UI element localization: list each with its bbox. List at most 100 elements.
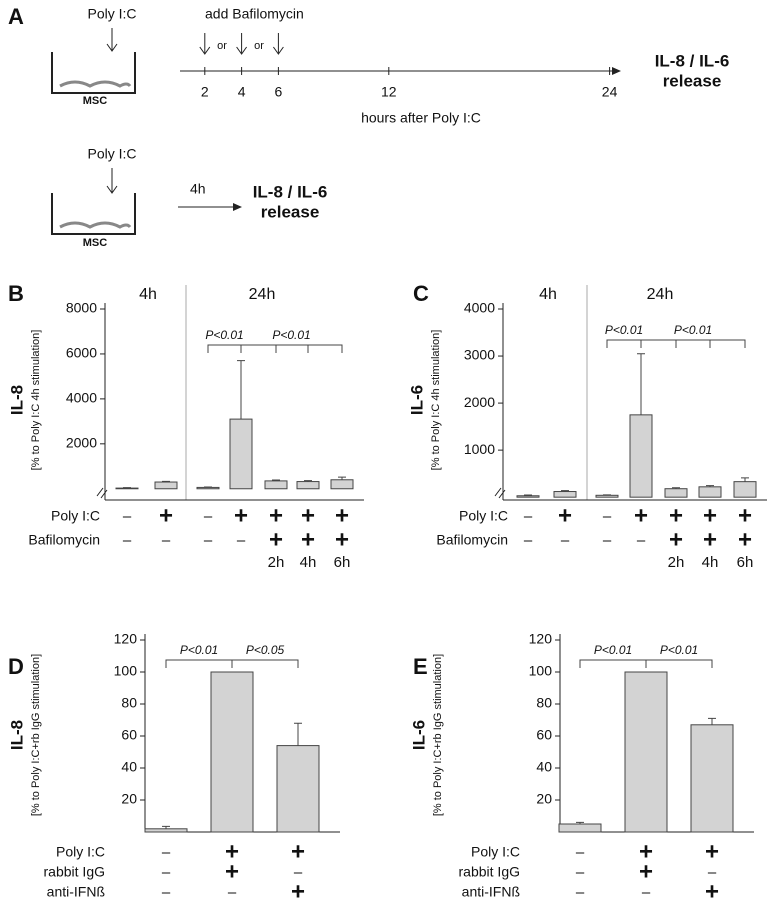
bar — [210, 671, 254, 833]
treatment-value: 6h — [334, 554, 351, 571]
error-bar — [706, 485, 714, 487]
y-axis-title: IL-6 — [407, 385, 426, 415]
treatment-label: Poly I:C — [51, 508, 100, 524]
significance-bracket — [165, 659, 233, 668]
arrow-head — [612, 67, 621, 75]
treatment-value: – — [162, 844, 171, 861]
significance-label: P<0.01 — [205, 328, 243, 342]
bar — [558, 823, 602, 833]
treatment-value: – — [204, 532, 213, 549]
arrow-head — [106, 43, 118, 52]
error-bar — [162, 825, 170, 829]
significance-label: P<0.05 — [246, 643, 285, 657]
treatment: add Bafilomycin — [205, 6, 304, 22]
treatment-label: Poly I:C — [56, 844, 105, 860]
y-tick-label: 1000 — [464, 441, 495, 457]
y-axis-title: IL-8 — [7, 720, 26, 750]
treatment-value: + — [634, 502, 648, 529]
panel-label: A — [8, 4, 24, 29]
y-tick-label: 80 — [121, 695, 137, 711]
y-tick-label: 60 — [536, 727, 552, 743]
treatment-value: + — [639, 858, 653, 885]
cells-label: MSC — [83, 237, 108, 249]
treatment-value: 2h — [668, 554, 685, 571]
y-axis-title: IL-6 — [409, 720, 428, 750]
y-tick-label: 4000 — [464, 300, 495, 316]
treatment-label: rabbit IgG — [44, 864, 105, 880]
treatment-value: – — [237, 532, 246, 549]
time-tick-label: 24 — [602, 84, 618, 100]
x-label: hours after Poly I:C — [361, 110, 481, 126]
panel-a: A Poly I:C MSC add Bafilomycin or or hou… — [8, 4, 729, 249]
error-bar — [294, 722, 302, 746]
error-bar — [741, 477, 749, 482]
or: or — [254, 40, 264, 52]
treatment-value: + — [301, 526, 315, 553]
treatment-value: + — [558, 502, 572, 529]
bar — [296, 481, 320, 490]
axis-break — [494, 487, 506, 499]
significance-bracket — [207, 344, 242, 353]
treatment-label: rabbit IgG — [459, 864, 520, 880]
error-bar — [272, 479, 280, 481]
y-tick-label: 120 — [529, 631, 553, 647]
significance-bracket — [645, 659, 713, 668]
treatment-value: + — [738, 502, 752, 529]
arrow-head — [233, 203, 242, 211]
treatment-value: – — [642, 884, 651, 900]
bar — [229, 418, 253, 490]
treatment-value: – — [162, 532, 171, 549]
bar — [154, 481, 178, 490]
time-tick-label: 2 — [201, 84, 209, 100]
error-bar — [708, 717, 716, 725]
treatment-value: – — [603, 508, 612, 525]
error-bar — [672, 487, 680, 489]
treatment-value: – — [204, 508, 213, 525]
bar — [516, 495, 540, 498]
error-bar — [304, 480, 312, 482]
treatment-value: – — [123, 508, 132, 525]
panel-label: B — [8, 281, 24, 306]
treatment-value: 4h — [702, 554, 719, 571]
y-tick-label: 40 — [121, 759, 137, 775]
bar — [144, 828, 188, 833]
treatment-value: – — [162, 864, 171, 881]
error-bar — [338, 476, 346, 480]
treatment-value: + — [669, 526, 683, 553]
bar — [624, 671, 668, 833]
bar — [733, 481, 757, 498]
treatment-value: 2h — [268, 554, 285, 571]
y-tick-label: 8000 — [66, 300, 97, 316]
treatment-value: – — [123, 532, 132, 549]
panel-label: E — [413, 654, 428, 679]
y-axis-title: IL-8 — [7, 385, 26, 415]
significance-label: P<0.01 — [605, 323, 643, 337]
y-tick-label: 120 — [114, 631, 138, 647]
stimulus: Poly I:C — [87, 6, 136, 22]
significance-bracket — [579, 659, 647, 668]
treatment-value: – — [228, 884, 237, 900]
treatment-value: + — [703, 502, 717, 529]
treatment-value: + — [269, 502, 283, 529]
y-axis-subtitle: [% to Poly I:C+rb IgG stimulation] — [432, 654, 444, 816]
significance-label: P<0.01 — [594, 643, 632, 657]
bar — [196, 486, 220, 490]
bar — [690, 724, 734, 833]
treatment-label: anti-IFNß — [462, 884, 520, 900]
y-tick-label: 2000 — [464, 394, 495, 410]
arrow-head — [199, 46, 211, 55]
significance-bracket — [606, 339, 642, 348]
bar — [276, 745, 320, 833]
significance-label: P<0.01 — [180, 643, 218, 657]
treatment-value: + — [301, 502, 315, 529]
y-tick-label: 80 — [536, 695, 552, 711]
panel-label: D — [8, 654, 24, 679]
y-tick-label: 100 — [114, 663, 138, 679]
y-axis-subtitle: [% to Poly I:C 4h stimulation] — [30, 330, 42, 471]
treatment-value: + — [225, 838, 239, 865]
y-axis-subtitle: [% to Poly I:C 4h stimulation] — [430, 330, 442, 471]
time-tick-label: 6 — [275, 84, 283, 100]
significance-label: P<0.01 — [272, 328, 310, 342]
bar — [115, 487, 139, 490]
